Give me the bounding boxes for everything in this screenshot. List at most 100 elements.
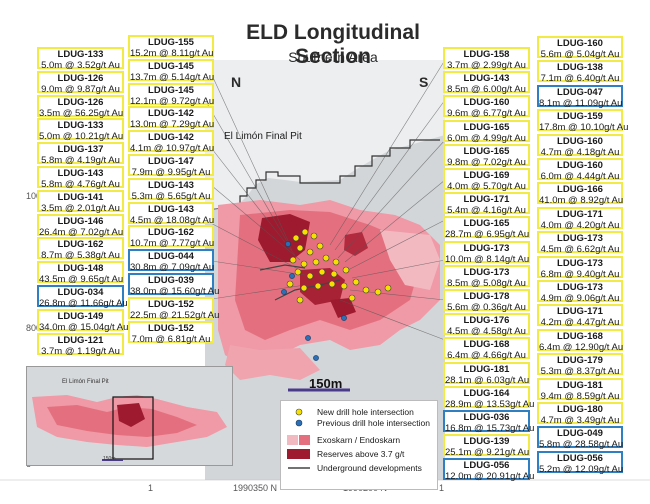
drillhole-id: LDUG-160 bbox=[557, 135, 603, 147]
drillhole-id: LDUG-160 bbox=[463, 97, 510, 109]
grade-text: 4.5m @ 4.58g/t Au bbox=[447, 326, 526, 338]
previous-intersection-icon bbox=[295, 419, 303, 427]
grade-text: 5.6m @ 0.36g/t Au bbox=[447, 302, 526, 313]
grade-text: 28.9m @ 13.53g/t Au bbox=[445, 398, 535, 410]
inset-map-graphic bbox=[27, 367, 232, 465]
intersection-label: LDUG-168 6.4m @ 12.90g/t Au bbox=[537, 328, 623, 353]
intersection-label: LDUG-143 4.5m @ 18.08g/t Au bbox=[128, 201, 215, 226]
legend-exo-label: Exoskarn / Endoskarn bbox=[317, 435, 401, 445]
intersection-label: LDUG-179 5.3m @ 8.37g/t Au bbox=[537, 353, 623, 377]
intersection-label: LDUG-168 6.4m @ 4.66g/t Au bbox=[443, 337, 530, 361]
reserves-zone-4 bbox=[330, 298, 356, 318]
drillhole-id: LDUG-056 bbox=[463, 460, 510, 472]
intersection-label: LDUG-159 17.8m @ 10.10g/t Au bbox=[537, 109, 629, 134]
intersection-label: LDUG-158 3.7m @ 2.99g/t Au bbox=[443, 47, 530, 71]
intersection-label: LDUG-173 6.8m @ 9.40g/t Au bbox=[537, 255, 623, 280]
grade-text: 8.7m @ 5.38g/t Au bbox=[41, 250, 120, 262]
grade-text: 9.4m @ 8.59g/t Au bbox=[540, 390, 620, 402]
drillhole-id: LDUG-056 bbox=[557, 452, 603, 464]
grade-text: 3.5m @ 56.25g/t Au bbox=[39, 107, 124, 119]
previous-intersections bbox=[281, 241, 347, 361]
grade-text: 4.5m @ 6.62g/t Au bbox=[540, 244, 620, 256]
grade-text: 8.5m @ 6.00g/t Au bbox=[447, 84, 526, 96]
ug-development-2 bbox=[259, 264, 306, 271]
intersection-label: LDUG-178 5.6m @ 0.36g/t Au bbox=[443, 289, 530, 313]
intersection-label: LDUG-047 8.1m @ 11.09g/t Au bbox=[537, 84, 623, 109]
legend-prev-label: Previous drill hole intersection bbox=[317, 418, 430, 428]
inset-scale-label: 150m bbox=[103, 456, 116, 462]
skarn-body-lower bbox=[225, 345, 320, 380]
grade-text: 34.0m @ 15.04g/t Au bbox=[39, 321, 129, 333]
intersection-label: LDUG-126 3.5m @ 56.25g/t Au bbox=[37, 94, 124, 119]
intersection-label: LDUG-139 25.1m @ 9.21g/t Au bbox=[443, 434, 530, 459]
grade-text: 3.7m @ 1.19g/t Au bbox=[41, 345, 120, 357]
drillhole-id: LDUG-169 bbox=[463, 170, 510, 181]
grade-text: 4.7m @ 3.49g/t Au bbox=[540, 415, 620, 426]
grade-text: 4.5m @ 18.08g/t Au bbox=[130, 214, 215, 226]
drillhole-id: LDUG-143 bbox=[148, 179, 194, 191]
intersection-label: LDUG-145 12.1m @ 9.72g/t Au bbox=[128, 82, 214, 107]
legend-new-label: New drill hole intersection bbox=[317, 407, 414, 417]
intersection-label: LDUG-160 5.6m @ 5.04g/t Au bbox=[537, 36, 623, 60]
drillhole-id: LDUG-126 bbox=[57, 72, 104, 84]
drillhole-id: LDUG-133 bbox=[57, 120, 104, 132]
grade-text: 9.0m @ 9.87g/t Au bbox=[41, 83, 120, 95]
drillhole-id: LDUG-166 bbox=[557, 184, 603, 196]
drillhole-id: LDUG-165 bbox=[463, 121, 510, 133]
drillhole-id: LDUG-138 bbox=[557, 62, 603, 74]
drillhole-id: LDUG-162 bbox=[57, 239, 104, 251]
intersection-label: LDUG-034 26.8m @ 11.66g/t Au bbox=[37, 285, 128, 309]
grade-text: 26.4m @ 7.02g/t Au bbox=[39, 226, 124, 238]
grade-text: 4.2m @ 4.47g/t Au bbox=[540, 317, 620, 329]
grade-text: 41.0m @ 8.92g/t Au bbox=[539, 195, 624, 207]
intersection-label: LDUG-133 5.0m @ 10.21g/t Au bbox=[37, 118, 124, 142]
intersection-label: LDUG-143 5.8m @ 4.76g/t Au bbox=[37, 166, 124, 190]
drillhole-id: LDUG-143 bbox=[57, 168, 104, 179]
drillhole-id: LDUG-148 bbox=[57, 263, 104, 275]
intersection-label: LDUG-036 16.8m @ 15.73g/t Au bbox=[443, 410, 534, 434]
intersection-label: LDUG-149 34.0m @ 15.04g/t Au bbox=[37, 308, 129, 333]
drillhole-id: LDUG-158 bbox=[463, 49, 510, 60]
grade-text: 4.0m @ 4.20g/t Au bbox=[540, 219, 620, 231]
intersection-label: LDUG-039 38.0m @ 15.60g/t Au bbox=[128, 273, 219, 297]
section-subtitle: Southern Area bbox=[288, 49, 378, 65]
drillhole-id: LDUG-039 bbox=[148, 275, 194, 286]
intersection-label: LDUG-146 26.4m @ 7.02g/t Au bbox=[37, 213, 124, 238]
drillhole-id: LDUG-143 bbox=[148, 203, 194, 215]
inset-pit-label: El Limón Final Pit bbox=[62, 379, 109, 385]
grade-text: 13.0m @ 7.29g/t Au bbox=[130, 119, 215, 131]
intersection-label: LDUG-142 13.0m @ 7.29g/t Au bbox=[128, 106, 215, 131]
grade-text: 4.1m @ 10.97g/t Au bbox=[130, 143, 215, 155]
northing-label-1: 1990350 N bbox=[233, 483, 278, 493]
intersection-label: LDUG-056 12.0m @ 20.91g/t Au bbox=[443, 458, 534, 482]
grade-text: 3.5m @ 2.01g/t Au bbox=[41, 202, 120, 214]
legend: New drill hole intersection Previous dri… bbox=[280, 400, 438, 490]
drillhole-id: LDUG-171 bbox=[557, 306, 603, 318]
drillhole-id: LDUG-126 bbox=[57, 96, 104, 108]
drillhole-id: LDUG-142 bbox=[148, 132, 194, 144]
intersection-label: LDUG-181 9.4m @ 8.59g/t Au bbox=[537, 377, 623, 402]
northing-label-partial-right: 1 bbox=[439, 483, 445, 493]
grade-text: 6.0m @ 4.44g/t Au bbox=[540, 171, 620, 182]
grade-text: 17.8m @ 10.10g/t Au bbox=[539, 122, 629, 134]
drillhole-id: LDUG-173 bbox=[463, 266, 510, 278]
grade-text: 6.0m @ 4.99g/t Au bbox=[447, 132, 526, 144]
drillhole-id: LDUG-162 bbox=[148, 227, 194, 239]
grade-text: 8.5m @ 5.08g/t Au bbox=[447, 277, 526, 289]
intersection-label: LDUG-165 6.0m @ 4.99g/t Au bbox=[443, 119, 530, 144]
intersection-label: LDUG-143 8.5m @ 6.00g/t Au bbox=[443, 71, 530, 96]
drillhole-id: LDUG-152 bbox=[148, 322, 194, 334]
drillhole-id: LDUG-047 bbox=[557, 86, 603, 98]
intersection-label: LDUG-180 4.7m @ 3.49g/t Au bbox=[537, 402, 623, 426]
intersection-label: LDUG-160 4.7m @ 4.18g/t Au bbox=[537, 133, 623, 158]
intersection-label: LDUG-152 22.5m @ 21.52g/t Au bbox=[128, 296, 219, 321]
grade-text: 25.1m @ 9.21g/t Au bbox=[445, 447, 530, 459]
intersection-label: LDUG-126 9.0m @ 9.87g/t Au bbox=[37, 70, 124, 95]
grade-text: 8.1m @ 11.09g/t Au bbox=[539, 97, 623, 109]
drillhole-id: LDUG-121 bbox=[57, 334, 104, 346]
north-label: N bbox=[231, 74, 242, 90]
intersection-label: LDUG-044 30.8m @ 7.09g/t Au bbox=[128, 249, 214, 273]
intersection-label: LDUG-147 7.9m @ 9.95g/t Au bbox=[128, 154, 214, 178]
